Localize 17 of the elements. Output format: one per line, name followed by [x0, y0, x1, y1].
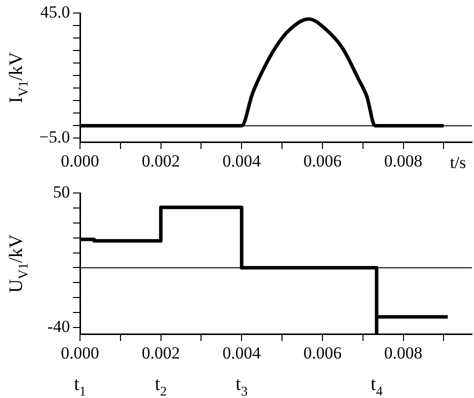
x-tick-label: 0.002	[142, 344, 180, 363]
y-axis-title: IV1/kV	[6, 52, 31, 104]
x-tick-label: 0.008	[384, 344, 422, 363]
x-tick-label: 0.000	[60, 344, 100, 363]
x-tick-label: 0.002	[142, 152, 180, 171]
y-tick-label: 45.0	[40, 2, 70, 22]
y-tick-label: −5.0	[39, 128, 70, 147]
y-tick-label: -40	[47, 316, 70, 336]
x-tick-label: 0.008	[384, 152, 422, 171]
x-tick-label: 0.004	[222, 152, 262, 171]
x-tick-label: 0.006	[303, 152, 342, 171]
x-tick-label: 0.006	[303, 344, 342, 363]
y-tick-label: 50	[53, 182, 70, 202]
x-axis-title: t/s	[450, 153, 466, 172]
x-tick-label: 0.004	[222, 344, 262, 363]
y-axis-title: UV1/kV	[6, 234, 31, 293]
x-tick-label: 0.000	[60, 152, 100, 171]
